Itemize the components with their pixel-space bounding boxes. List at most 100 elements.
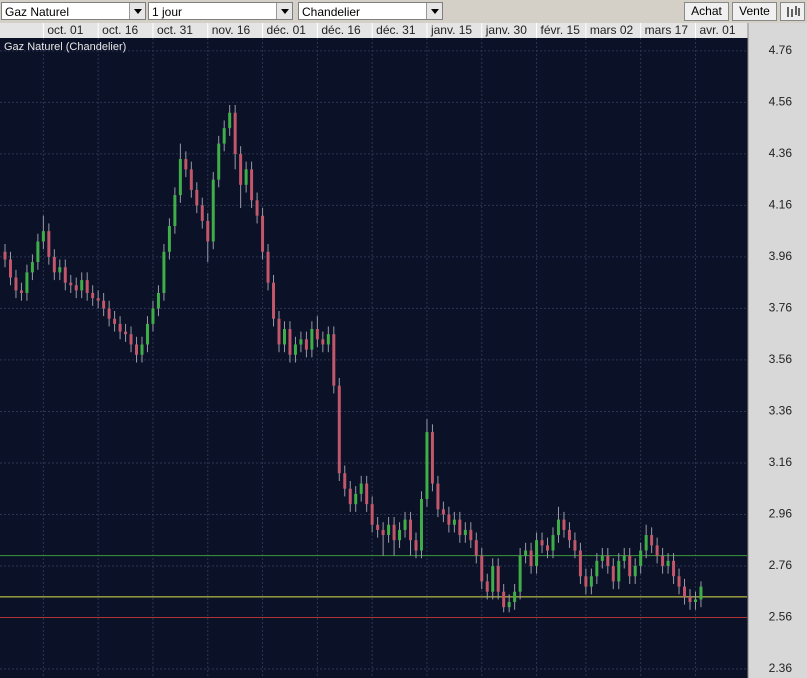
candle-body bbox=[441, 509, 445, 515]
candle-body bbox=[436, 483, 440, 510]
candle-body bbox=[135, 344, 139, 355]
candle-body bbox=[293, 344, 297, 355]
buy-button[interactable]: Achat bbox=[684, 2, 729, 21]
candle-body bbox=[233, 112, 237, 154]
candle-body bbox=[672, 560, 676, 577]
candle-body bbox=[156, 292, 160, 309]
candle-body bbox=[666, 560, 670, 566]
candle-body bbox=[304, 339, 308, 350]
candle-body bbox=[299, 339, 303, 345]
y-tick-label: 3.36 bbox=[769, 404, 793, 418]
y-tick-label: 2.76 bbox=[769, 558, 793, 572]
candle-body bbox=[124, 331, 128, 335]
chart-title: Gaz Naturel (Chandelier) bbox=[4, 41, 126, 53]
candle-body bbox=[535, 540, 539, 566]
candle-body bbox=[178, 159, 182, 196]
candle-body bbox=[107, 308, 111, 319]
candle-body bbox=[19, 290, 23, 293]
candle-body bbox=[595, 560, 599, 577]
period-select[interactable]: 1 jour bbox=[148, 2, 293, 20]
x-tick-label: mars 02 bbox=[590, 23, 634, 37]
candle-body bbox=[589, 576, 593, 587]
candle-body bbox=[36, 241, 40, 263]
y-tick-label: 4.36 bbox=[769, 146, 793, 160]
candle-body bbox=[628, 555, 632, 577]
candle-body bbox=[118, 323, 122, 332]
candle-body bbox=[113, 318, 117, 324]
x-tick-label: janv. 15 bbox=[430, 23, 472, 37]
candle-body bbox=[403, 519, 407, 530]
candle-body bbox=[392, 524, 396, 541]
candle-body bbox=[200, 205, 204, 221]
icon bbox=[786, 6, 800, 17]
candle-body bbox=[398, 529, 402, 541]
candle-body bbox=[387, 524, 391, 536]
candle-body bbox=[611, 565, 615, 582]
candle-body bbox=[376, 524, 380, 530]
dropdown-arrow[interactable] bbox=[426, 3, 442, 19]
candle-body bbox=[381, 529, 385, 536]
candle-body bbox=[47, 231, 51, 257]
candle-body bbox=[507, 602, 511, 608]
candle-body bbox=[343, 473, 347, 489]
candle-body bbox=[167, 226, 171, 252]
candle-body bbox=[266, 251, 270, 283]
candle-body bbox=[41, 231, 45, 242]
candle-body bbox=[365, 483, 369, 505]
instrument-select[interactable]: Gaz Naturel bbox=[1, 2, 146, 20]
candle-body bbox=[151, 308, 155, 324]
candle-body bbox=[546, 545, 550, 551]
candle-body bbox=[239, 153, 243, 185]
date-axis bbox=[0, 23, 748, 38]
candle-body bbox=[485, 581, 489, 592]
candle-body bbox=[184, 159, 188, 170]
candle-body bbox=[354, 493, 358, 505]
candle-body bbox=[661, 555, 665, 566]
candle-body bbox=[644, 535, 648, 551]
candle-body bbox=[414, 540, 418, 551]
candle-body bbox=[145, 323, 149, 345]
candle-body bbox=[8, 259, 12, 278]
x-tick-label: oct. 01 bbox=[47, 23, 83, 37]
dropdown-arrow[interactable] bbox=[129, 3, 145, 19]
candle-body bbox=[195, 189, 199, 206]
candle-body bbox=[288, 329, 292, 355]
candle-body bbox=[425, 432, 429, 500]
candle-body bbox=[102, 300, 106, 309]
style-select[interactable]: Chandelier bbox=[298, 2, 443, 20]
toolbar: Gaz Naturel 1 jour Chandelier Achat Vent… bbox=[0, 0, 807, 23]
candle-body bbox=[688, 596, 692, 603]
candle-body bbox=[447, 514, 451, 525]
x-tick-label: oct. 16 bbox=[102, 23, 138, 37]
y-tick-label: 2.56 bbox=[769, 610, 793, 624]
candle-body bbox=[25, 272, 29, 293]
candle-body bbox=[217, 143, 221, 180]
candle-body bbox=[677, 576, 681, 587]
candle-body bbox=[228, 112, 232, 129]
chart-icon-button[interactable] bbox=[780, 2, 805, 21]
candle-body bbox=[261, 215, 265, 252]
candle-body bbox=[655, 545, 659, 556]
candle-body bbox=[211, 179, 215, 242]
candle-body bbox=[551, 535, 555, 551]
candle-body bbox=[578, 550, 582, 577]
candle-body bbox=[556, 519, 560, 536]
candle-body bbox=[606, 555, 610, 566]
y-tick-label: 3.16 bbox=[769, 455, 793, 469]
sell-button[interactable]: Vente bbox=[732, 2, 777, 21]
y-tick-label: 4.56 bbox=[769, 95, 793, 109]
candle-body bbox=[85, 280, 89, 293]
candle-body bbox=[633, 565, 637, 577]
period: 1 jour bbox=[152, 5, 183, 19]
candle-body bbox=[518, 555, 522, 592]
dropdown-arrow[interactable] bbox=[276, 3, 292, 19]
candle-body bbox=[513, 591, 517, 603]
candle-body bbox=[567, 529, 571, 541]
candle-body bbox=[189, 169, 193, 190]
candle-body bbox=[480, 555, 484, 582]
candle-body bbox=[206, 220, 210, 242]
candle-body bbox=[463, 529, 467, 536]
candle-body bbox=[430, 432, 434, 484]
candle-body bbox=[419, 499, 423, 551]
y-tick-label: 2.36 bbox=[769, 661, 793, 675]
